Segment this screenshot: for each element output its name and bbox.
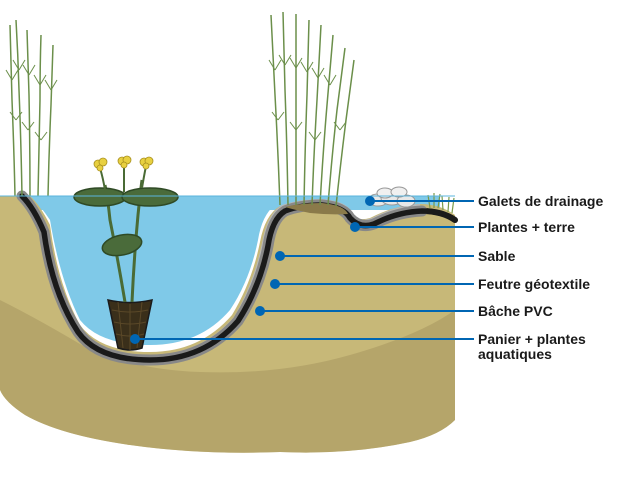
shelf-reeds bbox=[269, 12, 354, 206]
label-sable: Sable bbox=[478, 249, 515, 264]
label-bache: Bâche PVC bbox=[478, 304, 553, 319]
label-galets: Galets de drainage bbox=[478, 194, 603, 209]
label-panier: Panier + plantes aquatiques bbox=[478, 332, 618, 363]
drainage-pebbles bbox=[368, 187, 415, 207]
left-reeds bbox=[6, 20, 57, 196]
label-plantes-terre: Plantes + terre bbox=[478, 220, 575, 235]
label-feutre: Feutre géotextile bbox=[478, 277, 590, 292]
